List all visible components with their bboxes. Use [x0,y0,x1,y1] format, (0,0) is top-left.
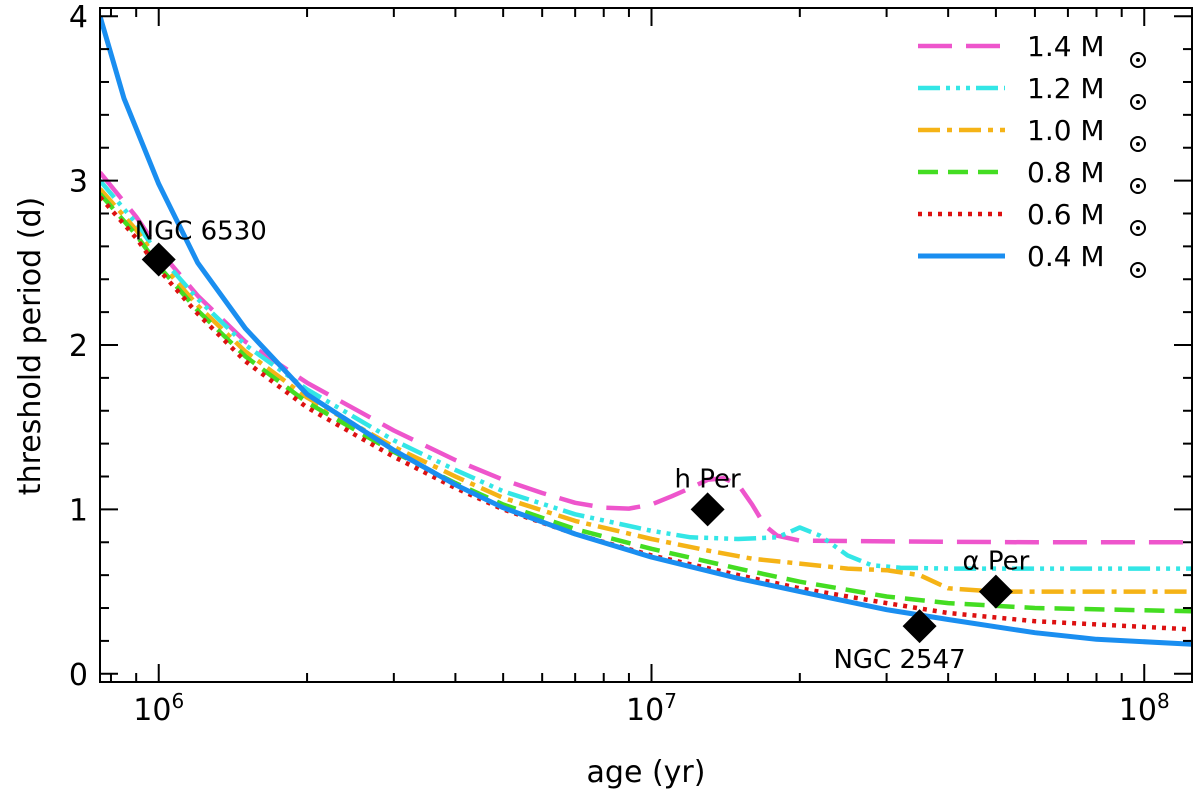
series-group [100,15,1192,647]
solar-symbol-icon [1130,136,1146,152]
legend: 1.4 M 1.2 M 1.0 M 0.8 M 0.6 M 0.4 M [918,30,1146,278]
x-tick-label: 108 [1119,689,1170,728]
legend-label-0-8: 0.8 M [1027,156,1105,189]
solar-symbol-dot [1136,142,1140,146]
solar-symbol-icon [1130,178,1146,194]
solar-symbol-dot [1136,100,1140,104]
solar-symbol-icon [1130,94,1146,110]
y-axis-title: threshold period (d) [13,197,48,495]
y-tick-label: 3 [69,165,88,200]
cluster-marker--per [978,574,1013,609]
legend-label-0-6: 0.6 M [1027,198,1105,231]
solar-symbol-icon [1130,262,1146,278]
solar-symbol-dot [1136,58,1140,62]
cluster-marker-h-per [690,492,725,527]
y-tick-label: 2 [69,329,88,364]
x-tick-label: 107 [626,689,677,728]
legend-label-1-2: 1.2 M [1027,72,1105,105]
y-tick-label: 0 [69,658,88,693]
series-line-1-4 [100,170,1192,545]
x-axis-title: age (yr) [587,755,706,790]
cluster-markers: NGC 6530 h Per α Per NGC 2547 [135,217,1030,676]
cluster-label-h-per: h Per [675,464,741,494]
cluster-label-ngc-6530: NGC 6530 [135,217,267,247]
legend-label-0-4: 0.4 M [1027,240,1105,273]
series-line-0-6 [100,195,1192,632]
cluster-label--per: α Per [962,547,1029,577]
cluster-marker-ngc-6530 [141,242,176,277]
axes: 0 1 2 3 4 106 107 108 [69,0,1193,728]
series-line-1-0 [100,187,1192,594]
cluster-label-ngc-2547: NGC 2547 [833,645,965,675]
y-tick-label: 1 [69,493,88,528]
series-line-1-2 [100,179,1192,571]
series-line-0-4 [100,15,1192,647]
legend-label-1-0: 1.0 M [1027,114,1105,147]
x-tick-label: 106 [133,689,184,728]
solar-symbol-icon [1130,220,1146,236]
legend-label-1-4: 1.4 M [1027,30,1105,63]
cluster-marker-ngc-2547 [902,609,937,644]
solar-symbol-dot [1136,226,1140,230]
y-tick-label: 4 [69,0,88,35]
solar-symbol-dot [1136,268,1140,272]
solar-symbol-icon [1130,52,1146,68]
solar-symbol-dot [1136,184,1140,188]
